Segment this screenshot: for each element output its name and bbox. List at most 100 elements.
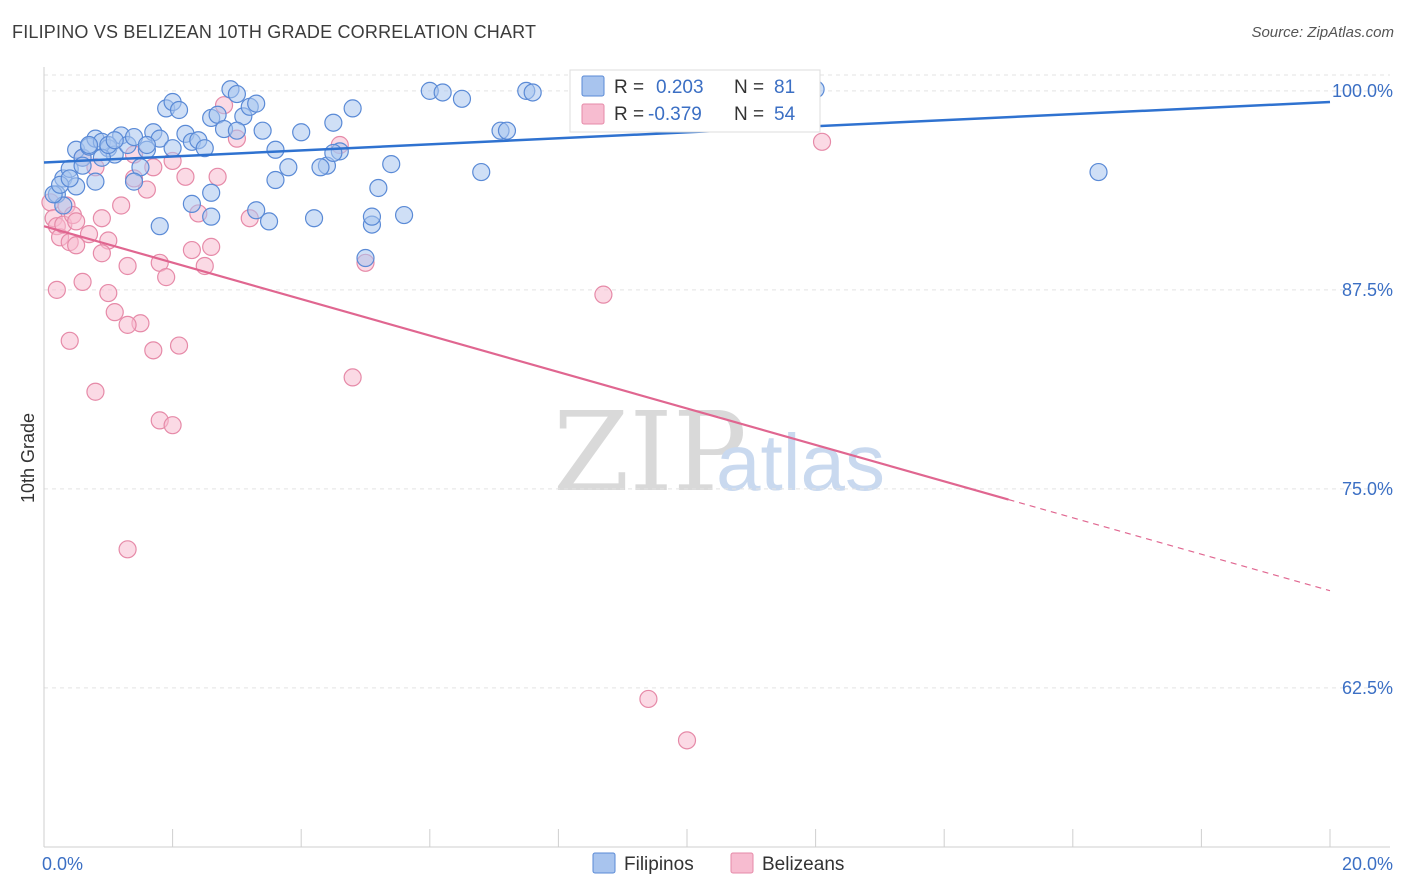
chart-title: FILIPINO VS BELIZEAN 10TH GRADE CORRELAT…	[12, 22, 537, 42]
belizean-point	[105, 303, 124, 322]
belizean-point	[176, 167, 195, 186]
filipino-point	[369, 178, 388, 198]
belizean-point	[112, 196, 131, 215]
belizean-point	[47, 280, 66, 299]
legend-r-value-filipinos: 0.203	[656, 77, 704, 98]
belizean-point	[60, 331, 79, 350]
belizean-point	[92, 244, 111, 263]
belizean-point	[157, 268, 176, 287]
filipino-point	[169, 100, 189, 120]
filipino-point	[253, 121, 272, 140]
legend-n-value-belizeans: 54	[774, 104, 796, 125]
belizean-point	[639, 689, 658, 709]
filipino-point	[79, 135, 99, 155]
belizean-point	[594, 285, 613, 304]
y-tick-label: 100.0%	[1332, 81, 1393, 101]
legend-r-label-belizeans: R =	[614, 104, 644, 125]
filipino-point	[266, 170, 285, 190]
belizean-point	[169, 336, 189, 355]
filipino-point	[150, 217, 169, 236]
bottom-legend-swatch-filipinos	[592, 852, 616, 874]
legend-n-label-filipinos: N =	[734, 77, 764, 98]
filipino-point	[394, 205, 414, 225]
filipino-point	[1089, 162, 1108, 182]
legend-r-value-belizeans: -0.379	[648, 104, 702, 125]
legend-n-label-belizeans: N =	[734, 104, 764, 125]
belizean-point	[202, 237, 221, 256]
filipino-point	[182, 194, 201, 213]
filipino-point	[259, 212, 279, 231]
belizean-point	[812, 132, 832, 151]
bottom-legend-swatch-belizeans	[730, 852, 754, 874]
filipino-point	[202, 207, 221, 226]
filipino-point	[202, 183, 221, 202]
x-tick-label: 0.0%	[42, 854, 83, 874]
watermark: ZIP atlas	[553, 388, 885, 516]
filipino-point	[163, 139, 182, 158]
belizean-point	[86, 382, 105, 401]
belizean-point	[92, 209, 111, 228]
filipino-point	[247, 201, 266, 220]
filipino-point	[324, 113, 343, 132]
filipino-point	[472, 162, 491, 182]
filipino-point	[311, 158, 330, 177]
legend-bottom: Filipinos Belizeans	[592, 852, 844, 875]
filipino-point	[324, 143, 343, 163]
legend-swatch-filipinos	[581, 75, 605, 97]
belizean-point	[67, 236, 86, 255]
y-tick-label: 75.0%	[1342, 479, 1393, 499]
belizean-point	[343, 368, 362, 387]
filipino-point	[362, 207, 382, 226]
belizean-point	[208, 167, 227, 186]
legend-swatch-belizeans	[581, 103, 605, 125]
filipino-point	[227, 84, 246, 104]
filipino-point	[343, 99, 362, 118]
filipino-point	[137, 135, 156, 155]
belizean-point	[67, 212, 86, 231]
filipino-point	[195, 139, 214, 158]
belizean-point	[677, 731, 697, 750]
filipino-point	[266, 140, 285, 159]
source-label: Source: ZipAtlas.com	[1251, 24, 1394, 41]
belizean-point	[118, 256, 137, 276]
watermark-zip: ZIP	[553, 388, 747, 516]
belizean-trend-extension	[1008, 499, 1331, 592]
filipino-point	[227, 121, 246, 140]
bottom-legend-label-belizeans: Belizeans	[762, 854, 844, 875]
belizean-point	[144, 341, 163, 360]
tick-labels: 62.5% 75.0% 87.5% 100.0% 0.0% 20.0%	[42, 81, 1393, 874]
y-axis-label: 10th Grade	[18, 413, 38, 503]
filipino-point	[105, 131, 124, 150]
belizean-point	[182, 240, 201, 260]
belizean-point	[118, 315, 137, 334]
filipino-point	[304, 209, 324, 228]
belizean-trend-line	[43, 225, 1009, 501]
filipino-point	[124, 172, 144, 191]
filipino-point	[279, 158, 298, 177]
legend-top: R = 0.203 N = 81 R = -0.379 N = 54	[569, 69, 821, 133]
filipino-point	[452, 89, 472, 108]
y-tick-label: 87.5%	[1342, 280, 1393, 300]
filipino-point	[382, 155, 401, 174]
legend-n-value-filipinos: 81	[774, 77, 795, 98]
x-tick-label: 20.0%	[1342, 854, 1393, 874]
belizean-point	[163, 416, 182, 435]
filipino-point	[356, 248, 375, 268]
filipino-point	[86, 172, 105, 191]
bottom-legend-label-filipinos: Filipinos	[624, 854, 694, 875]
filipino-point	[433, 83, 452, 102]
filipino-point	[247, 94, 266, 113]
y-tick-label: 62.5%	[1342, 678, 1393, 698]
gridlines	[44, 74, 1390, 689]
legend-r-label-filipinos: R =	[614, 77, 644, 98]
filipino-points	[44, 80, 1108, 268]
trend-lines	[43, 100, 1331, 592]
belizean-point	[118, 540, 137, 559]
belizean-point	[73, 272, 92, 291]
filipino-point	[292, 123, 311, 142]
belizean-point	[99, 283, 118, 303]
filipino-point	[60, 169, 79, 188]
watermark-atlas: atlas	[716, 418, 885, 507]
legend-box	[569, 69, 821, 133]
